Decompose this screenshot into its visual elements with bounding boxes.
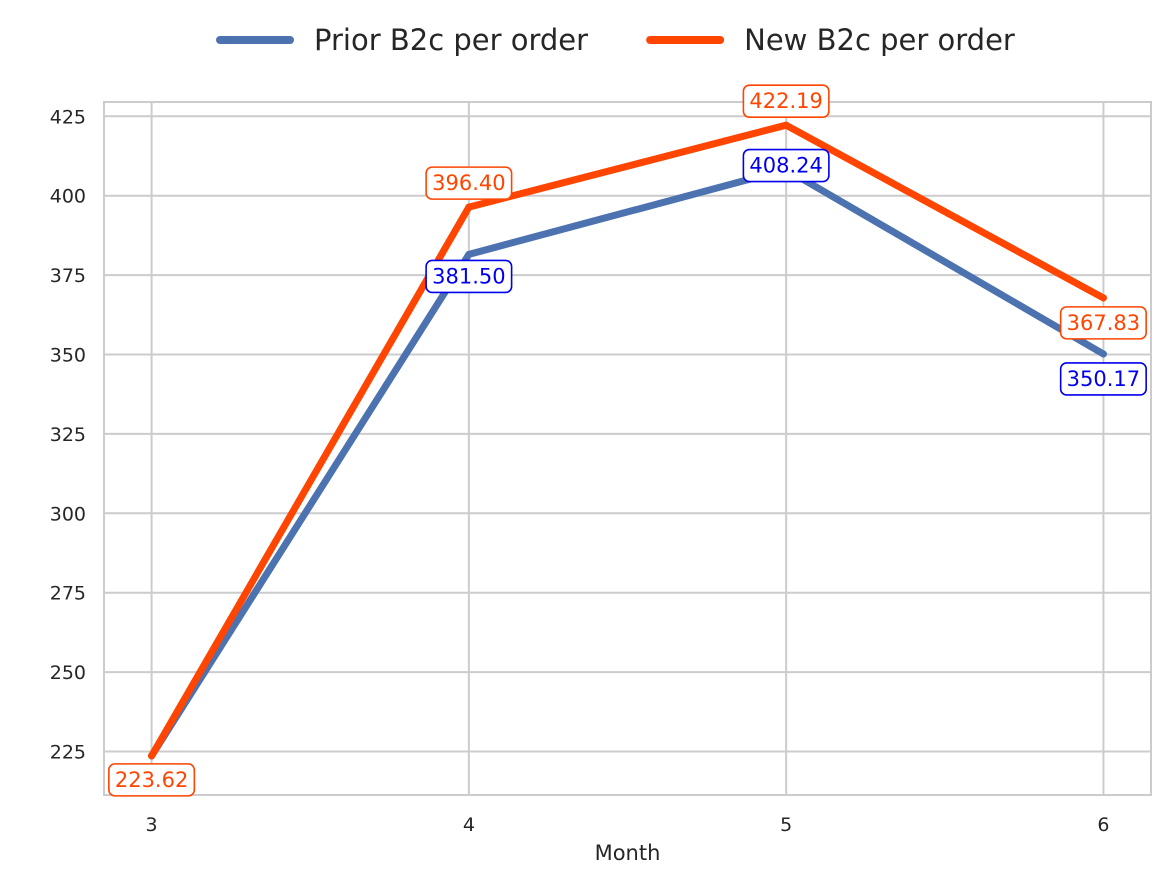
data-label: 396.40 <box>425 166 513 200</box>
x-tick-label: 6 <box>1097 814 1109 836</box>
series-layer <box>148 121 1107 760</box>
plot-frame <box>103 101 1152 796</box>
legend-item-2: New B2c per order <box>646 23 1015 57</box>
grid-lines <box>104 102 1151 795</box>
x-tick-label: 3 <box>146 814 158 836</box>
data-point <box>782 121 790 129</box>
data-label-text: 396.40 <box>432 171 505 195</box>
data-point <box>148 752 156 760</box>
y-tick-label: 350 <box>50 344 86 366</box>
y-tick-label: 225 <box>50 741 86 763</box>
y-tick-label: 375 <box>50 265 86 287</box>
y-tick-label: 250 <box>50 662 86 684</box>
y-tick-label: 300 <box>50 503 86 525</box>
x-axis-title: Month <box>595 841 661 865</box>
data-point <box>465 250 473 258</box>
data-labels: 381.50 408.24 350.17 223.62 396.40 422.19 367.… <box>108 84 1147 797</box>
data-label-text: 223.62 <box>115 768 188 792</box>
legend-label: Prior B2c per order <box>314 23 588 57</box>
series-line-2 <box>148 121 1107 760</box>
data-label: 223.62 <box>108 763 196 797</box>
data-point <box>465 203 473 211</box>
data-label: 381.50 <box>425 259 513 294</box>
legend: Prior B2c per order New B2c per order <box>216 23 1015 57</box>
y-tick-label: 325 <box>50 424 86 446</box>
data-label-text: 422.19 <box>749 89 822 113</box>
data-label-text: 381.50 <box>432 264 505 288</box>
y-tick-label: 400 <box>50 186 86 208</box>
y-tick-label: 275 <box>50 583 86 605</box>
x-tick-label: 5 <box>780 814 792 836</box>
data-label: 422.19 <box>742 84 830 119</box>
data-point <box>1099 294 1107 302</box>
legend-item-1: Prior B2c per order <box>216 23 588 57</box>
data-label: 408.24 <box>742 148 830 183</box>
data-label: 367.83 <box>1059 306 1147 340</box>
data-label-text: 350.17 <box>1067 367 1140 391</box>
y-tick-label: 425 <box>50 106 86 128</box>
data-label-text: 408.24 <box>749 154 822 178</box>
y-axis-ticks: 225 250 275 300 325 350 375 400 425 <box>50 106 86 763</box>
data-label: 350.17 <box>1059 362 1147 396</box>
x-tick-label: 4 <box>463 814 475 836</box>
series-line-1 <box>148 166 1107 760</box>
x-axis-ticks: 3 4 5 6 <box>146 814 1110 836</box>
data-label-text: 367.83 <box>1067 311 1140 335</box>
legend-label: New B2c per order <box>744 23 1015 57</box>
data-point <box>1099 350 1107 358</box>
